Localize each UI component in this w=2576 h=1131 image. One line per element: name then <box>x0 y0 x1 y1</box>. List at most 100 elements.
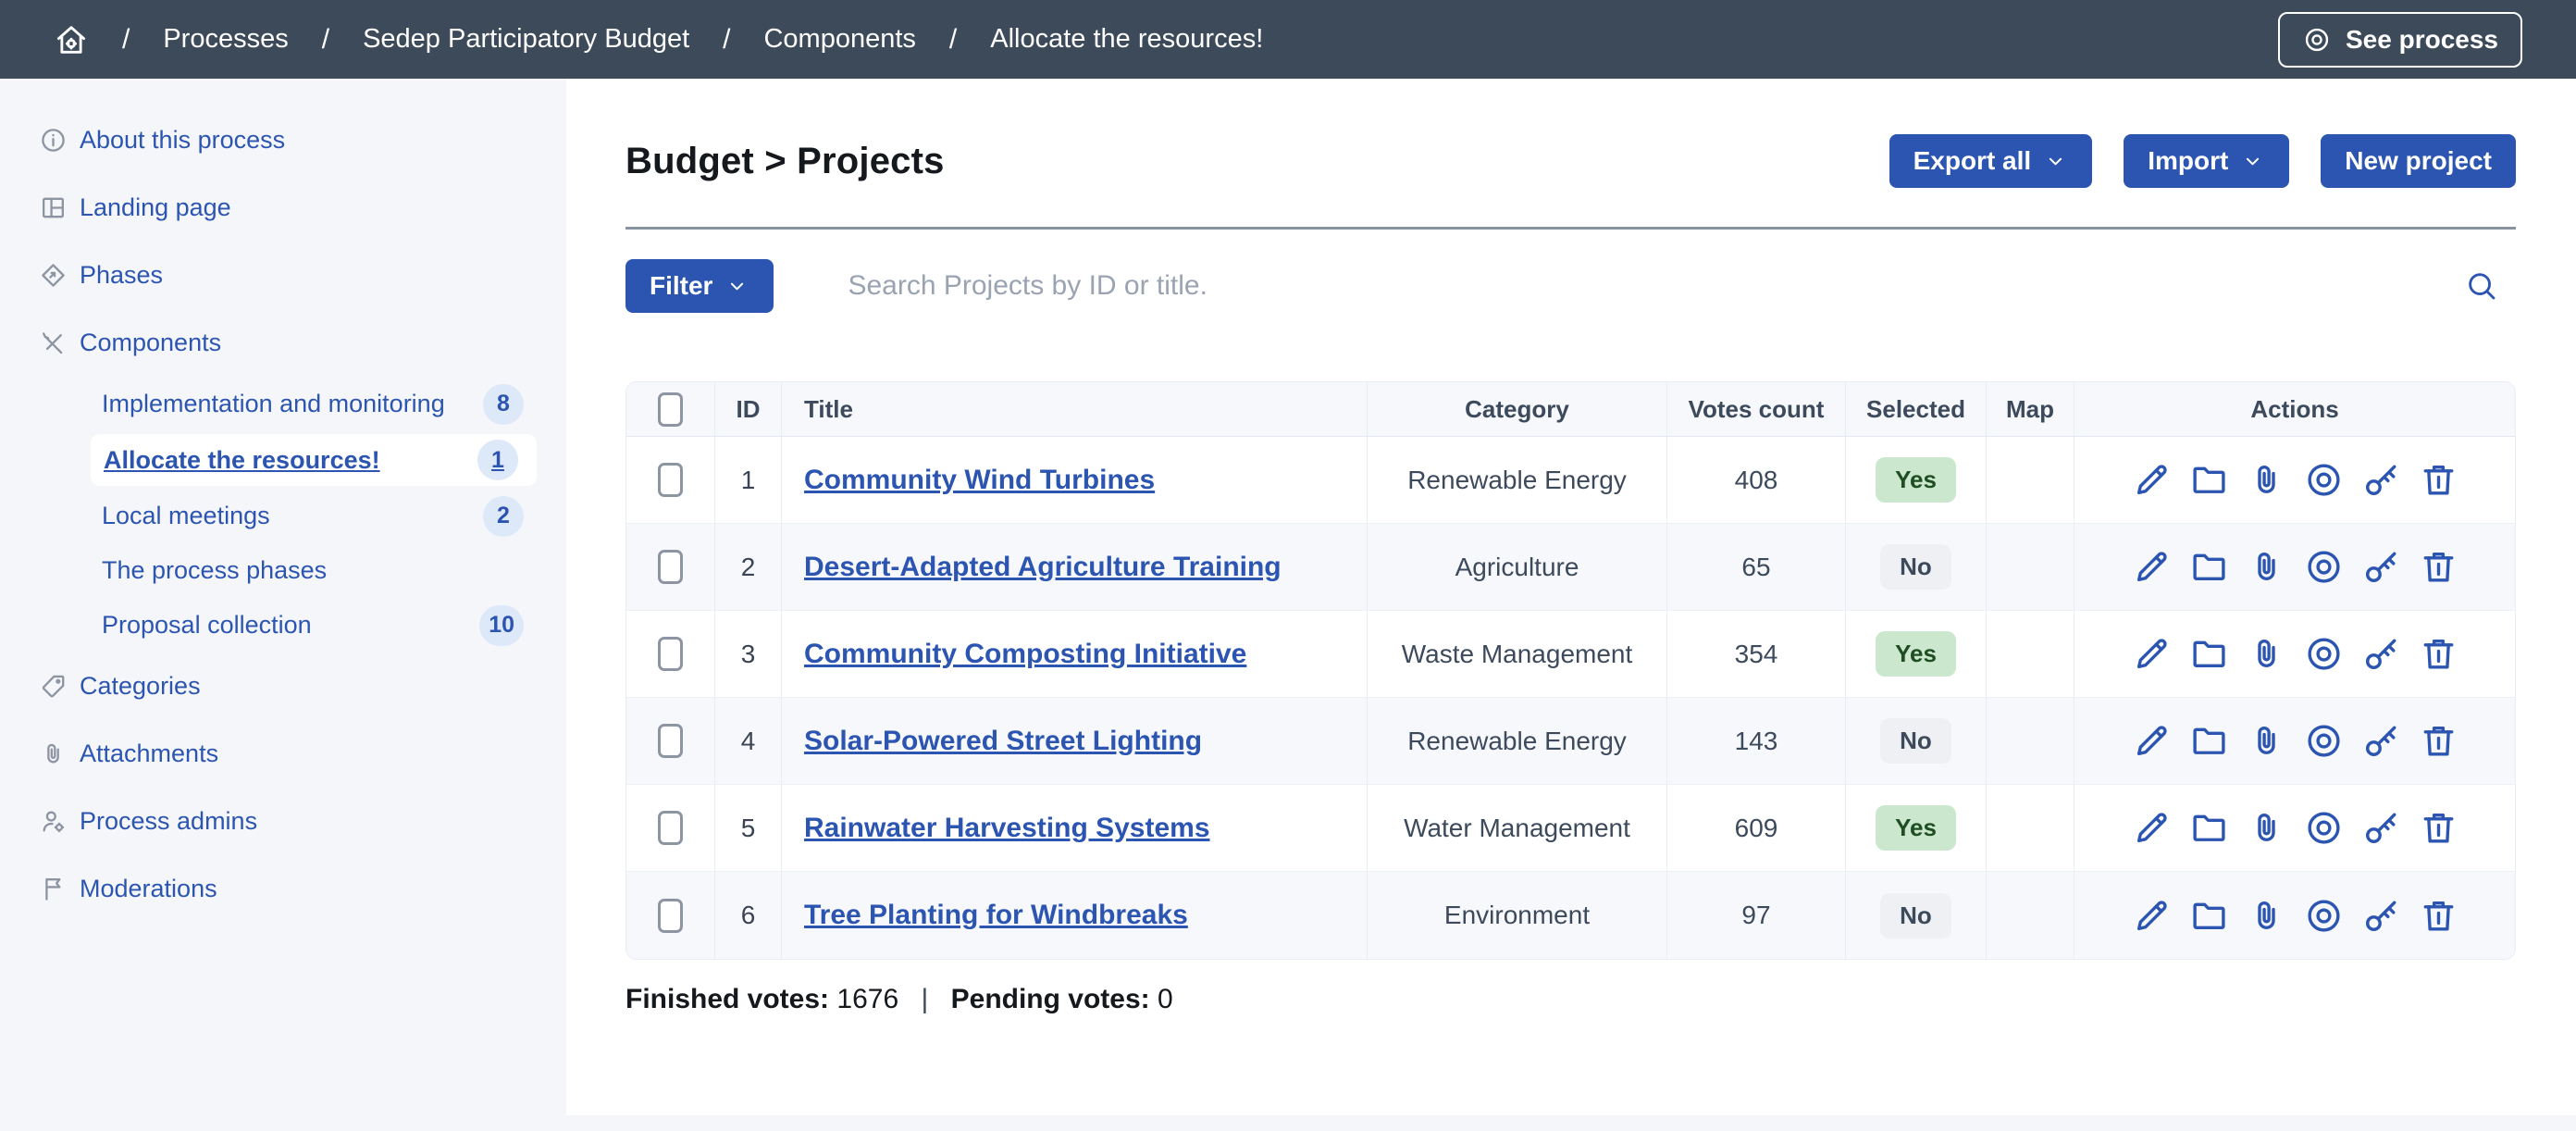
sidebar-item-about-this-process[interactable]: About this process <box>0 106 566 174</box>
delete-action-button[interactable] <box>2418 807 2459 849</box>
folders-action-button[interactable] <box>2188 459 2230 501</box>
permissions-action-button[interactable] <box>2360 633 2402 675</box>
see-process-label: See process <box>2346 24 2498 54</box>
row-checkbox[interactable] <box>658 637 683 671</box>
project-title-link[interactable]: Community Wind Turbines <box>804 464 1156 495</box>
edit-action-button[interactable] <box>2131 459 2173 501</box>
preview-action-button[interactable] <box>2303 546 2345 588</box>
sidebar-item-attachments[interactable]: Attachments <box>0 720 566 788</box>
see-process-button[interactable]: See process <box>2278 11 2522 68</box>
sidebar-item-phases[interactable]: Phases <box>0 242 566 309</box>
breadcrumb-link[interactable]: Sedep Participatory Budget <box>363 24 690 54</box>
breadcrumb-link[interactable]: Allocate the resources! <box>990 24 1264 54</box>
folder-icon <box>2188 895 2230 937</box>
new-project-button[interactable]: New project <box>2321 134 2516 188</box>
row-checkbox[interactable] <box>658 811 683 845</box>
sidebar-item-moderations[interactable]: Moderations <box>0 855 566 923</box>
folders-action-button[interactable] <box>2188 720 2230 762</box>
sidebar-item-process-admins[interactable]: Process admins <box>0 788 566 855</box>
trash-icon <box>2418 720 2459 762</box>
finished-votes-label: Finished votes: <box>625 984 830 1014</box>
preview-action-button[interactable] <box>2303 807 2345 849</box>
delete-action-button[interactable] <box>2418 546 2459 588</box>
edit-action-button[interactable] <box>2131 720 2173 762</box>
folder-icon <box>2188 459 2230 501</box>
row-checkbox[interactable] <box>658 550 683 584</box>
folders-action-button[interactable] <box>2188 633 2230 675</box>
permissions-action-button[interactable] <box>2360 807 2402 849</box>
attachments-action-button[interactable] <box>2246 720 2287 762</box>
sidebar-item-label: Categories <box>80 672 201 700</box>
project-title-link[interactable]: Community Composting Initiative <box>804 638 1247 669</box>
attachments-action-button[interactable] <box>2246 807 2287 849</box>
export-all-button[interactable]: Export all <box>1889 134 2093 188</box>
filter-button[interactable]: Filter <box>625 259 774 313</box>
permissions-action-button[interactable] <box>2360 459 2402 501</box>
table-row: 4 Solar-Powered Street Lighting Renewabl… <box>626 698 2515 785</box>
chevron-down-icon <box>2240 149 2265 174</box>
row-actions <box>2074 698 2515 784</box>
preview-eye-icon <box>2303 895 2345 937</box>
sidebar-item-categories[interactable]: Categories <box>0 652 566 720</box>
delete-action-button[interactable] <box>2418 459 2459 501</box>
pending-votes-label: Pending votes: <box>950 984 1150 1014</box>
project-votes-count: 97 <box>1667 872 1846 959</box>
permissions-action-button[interactable] <box>2360 895 2402 937</box>
sidebar-subitem-label: Local meetings <box>102 502 270 529</box>
sidebar-item-label: Landing page <box>80 193 231 221</box>
search-icon[interactable] <box>2464 268 2499 304</box>
search-input[interactable] <box>848 270 2464 302</box>
breadcrumb-separator: / <box>723 23 731 55</box>
sidebar-subitem-local-meetings[interactable]: Local meetings 2 <box>0 489 566 543</box>
delete-action-button[interactable] <box>2418 633 2459 675</box>
project-title-link[interactable]: Solar-Powered Street Lighting <box>804 725 1203 756</box>
pencil-icon <box>2131 807 2173 849</box>
attachments-action-button[interactable] <box>2246 895 2287 937</box>
project-category: Renewable Energy <box>1368 437 1667 523</box>
sidebar-subitem-the-process-phases[interactable]: The process phases <box>0 543 566 598</box>
folders-action-button[interactable] <box>2188 895 2230 937</box>
project-title-link[interactable]: Desert-Adapted Agriculture Training <box>804 551 1282 582</box>
preview-action-button[interactable] <box>2303 895 2345 937</box>
sidebar-item-landing-page[interactable]: Landing page <box>0 174 566 242</box>
folders-action-button[interactable] <box>2188 807 2230 849</box>
project-category: Water Management <box>1368 785 1667 871</box>
delete-action-button[interactable] <box>2418 895 2459 937</box>
preview-action-button[interactable] <box>2303 720 2345 762</box>
row-actions <box>2074 785 2515 871</box>
row-checkbox[interactable] <box>658 898 683 933</box>
column-header-votes-count: Votes count <box>1667 382 1846 436</box>
folders-action-button[interactable] <box>2188 546 2230 588</box>
preview-action-button[interactable] <box>2303 633 2345 675</box>
attachments-action-button[interactable] <box>2246 459 2287 501</box>
select-all-checkbox[interactable] <box>658 392 683 427</box>
sidebar-subitem-allocate-the-resources-[interactable]: Allocate the resources! 1 <box>91 434 537 486</box>
permissions-action-button[interactable] <box>2360 720 2402 762</box>
attachments-action-button[interactable] <box>2246 633 2287 675</box>
permissions-action-button[interactable] <box>2360 546 2402 588</box>
breadcrumb: / Processes / Sedep Participatory Budget / Co… <box>54 22 1263 57</box>
edit-action-button[interactable] <box>2131 633 2173 675</box>
preview-action-button[interactable] <box>2303 459 2345 501</box>
project-title-link[interactable]: Tree Planting for Windbreaks <box>804 900 1188 930</box>
project-category: Environment <box>1368 872 1667 959</box>
delete-action-button[interactable] <box>2418 720 2459 762</box>
edit-action-button[interactable] <box>2131 807 2173 849</box>
sidebar-subitem-proposal-collection[interactable]: Proposal collection 10 <box>0 598 566 652</box>
filter-label: Filter <box>650 271 713 300</box>
attachments-action-button[interactable] <box>2246 546 2287 588</box>
project-title-link[interactable]: Rainwater Harvesting Systems <box>804 812 1210 843</box>
breadcrumb-link[interactable]: Components <box>763 24 916 54</box>
sidebar-item-components[interactable]: Components <box>0 309 566 377</box>
project-votes-count: 143 <box>1667 698 1846 784</box>
row-checkbox[interactable] <box>658 463 683 497</box>
edit-action-button[interactable] <box>2131 546 2173 588</box>
breadcrumb-link[interactable]: Processes <box>163 24 289 54</box>
edit-action-button[interactable] <box>2131 895 2173 937</box>
info-icon <box>39 126 68 155</box>
row-checkbox[interactable] <box>658 724 683 758</box>
import-button[interactable]: Import <box>2124 134 2290 188</box>
home-icon[interactable] <box>54 22 89 57</box>
sidebar-subitem-implementation-and-monitoring[interactable]: Implementation and monitoring 8 <box>0 377 566 431</box>
project-id: 5 <box>715 785 782 871</box>
